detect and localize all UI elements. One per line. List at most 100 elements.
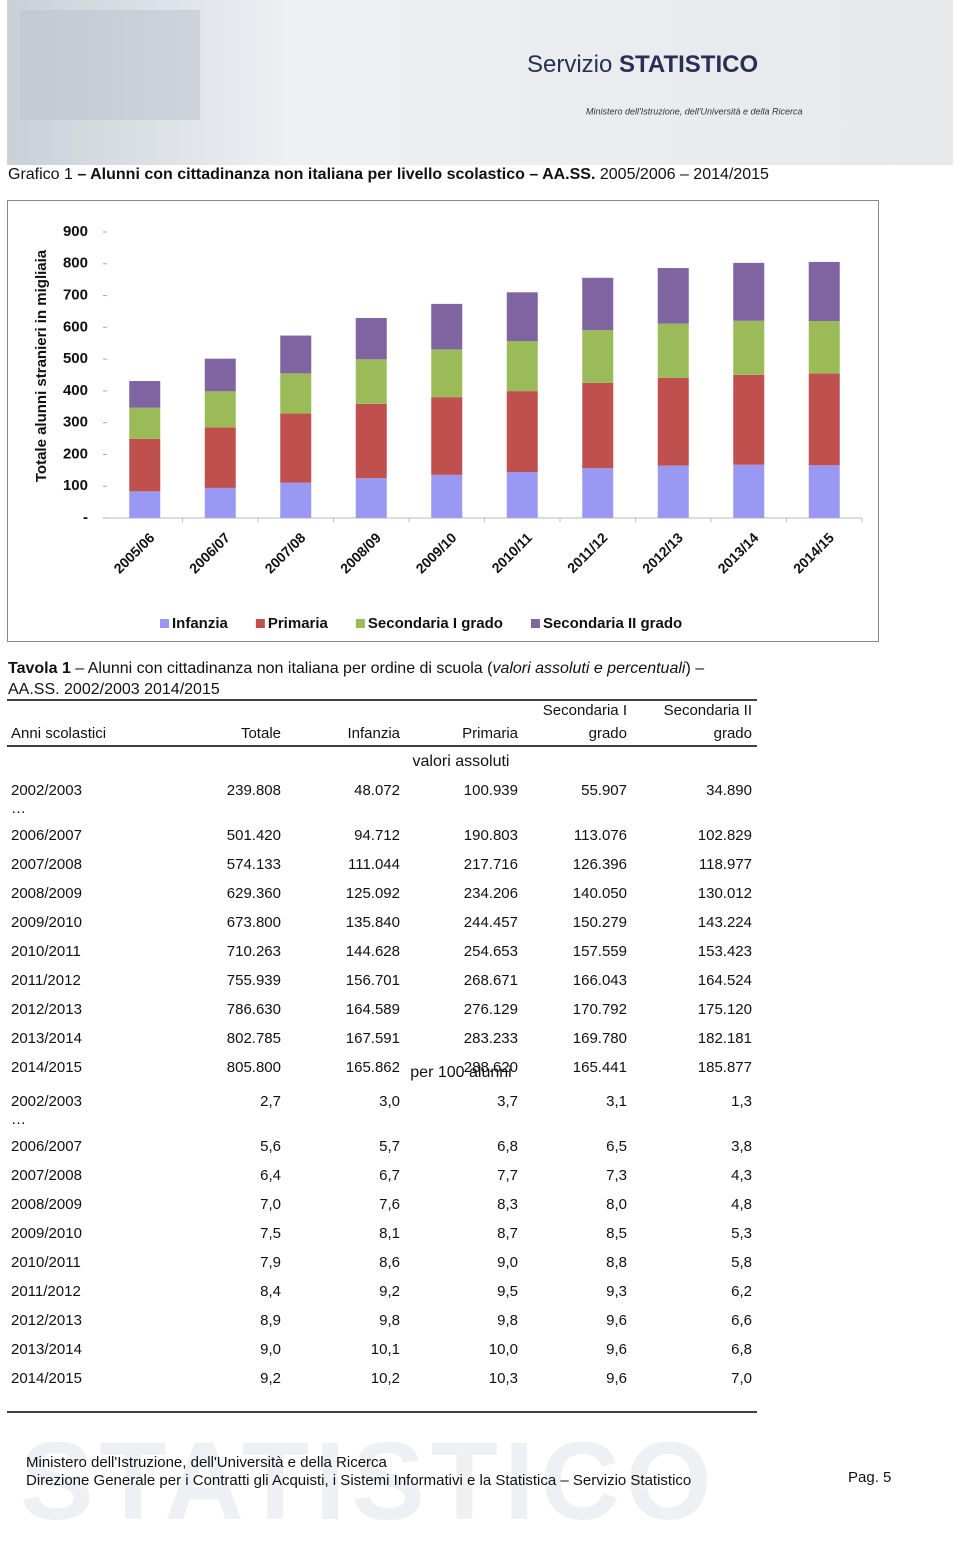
bar-segment: [204, 487, 236, 518]
bar-segment: [733, 320, 765, 375]
brand-left: Servizio: [527, 51, 612, 78]
table-cell: 4,3: [731, 1167, 752, 1184]
table-cell: 9,5: [497, 1283, 518, 1300]
bar-segment: [355, 403, 387, 479]
row-label: 2014/2015: [11, 1370, 82, 1387]
bar-segment: [355, 317, 387, 360]
y-tick-label: 200: [63, 445, 88, 462]
table-cell: 6,8: [497, 1138, 518, 1155]
table-cell: 9,3: [606, 1283, 627, 1300]
table-cell: 166.043: [573, 972, 627, 989]
table-cell: 710.263: [227, 943, 281, 960]
figure-period: 2005/2006 – 2014/2015: [600, 166, 769, 183]
table-cell: 165.862: [346, 1059, 400, 1076]
section-heading: per 100 alunni: [410, 1064, 511, 1081]
table-cell: 34.890: [706, 782, 752, 799]
table-cell: 6,2: [731, 1283, 752, 1300]
table-cell: 9,6: [606, 1341, 627, 1358]
table-cell: 4,8: [731, 1196, 752, 1213]
bar-segment: [808, 321, 840, 374]
table-cell: 276.129: [464, 1001, 518, 1018]
y-tick-label: -: [83, 509, 88, 526]
row-label: 2010/2011: [11, 1254, 81, 1271]
figure-label: Grafico 1: [8, 166, 73, 183]
table-cell: 5,6: [260, 1138, 281, 1155]
bar-segment: [280, 482, 312, 518]
table-title-text: – Alunni con cittadinanza non italiana p…: [71, 660, 493, 677]
table-cell: 6,7: [379, 1167, 400, 1184]
table-cell: 169.780: [573, 1030, 627, 1047]
y-tick-label: 700: [63, 287, 88, 304]
table-cell: 3,1: [606, 1093, 627, 1110]
table-cell: 190.803: [464, 827, 518, 844]
table-cell: 167.591: [346, 1030, 400, 1047]
bar-segment: [204, 391, 236, 428]
bar-segment: [280, 373, 312, 414]
table-cell: 156.701: [346, 972, 400, 989]
bar-segment: [129, 381, 161, 408]
bar-segment: [129, 438, 161, 492]
table-cell: 254.653: [464, 943, 518, 960]
bar-segment: [506, 292, 538, 342]
table-cell: 102.829: [698, 827, 752, 844]
table-cell: 143.224: [698, 914, 752, 931]
figure-caption: Grafico 1 – Alunni con cittadinanza non …: [8, 166, 769, 183]
table-cell: 8,1: [379, 1225, 400, 1242]
table-cell: 140.050: [573, 885, 627, 902]
table-cell: 10,1: [371, 1341, 400, 1358]
table-cell: 6,4: [260, 1167, 281, 1184]
bar-segment: [431, 397, 463, 475]
table-cell: 629.360: [227, 885, 281, 902]
table-cell: 8,9: [260, 1312, 281, 1329]
bar-segment: [431, 349, 463, 398]
row-label: 2008/2009: [11, 1196, 82, 1213]
y-tick-label: 800: [63, 255, 88, 272]
y-tick-label: 300: [63, 414, 88, 431]
table-title: Tavola 1 – Alunni con cittadinanza non i…: [8, 660, 704, 677]
ellipsis: …: [11, 800, 26, 817]
table-cell: 217.716: [464, 856, 518, 873]
legend-swatch: [355, 619, 365, 628]
row-label: 2012/2013: [11, 1001, 82, 1018]
table-title-line2: AA.SS. 2002/2003 2014/2015: [8, 681, 220, 698]
table-cell: Secondaria I: [543, 702, 627, 719]
table-cell: 94.712: [354, 827, 400, 844]
table-cell: 7,7: [497, 1167, 518, 1184]
table-cell: 7,3: [606, 1167, 627, 1184]
table-cell: 118.977: [699, 856, 752, 873]
legend-label: Secondaria II grado: [543, 615, 682, 632]
legend-swatch: [160, 619, 169, 628]
bar-segment: [733, 374, 765, 465]
table-cell: 144.628: [346, 943, 400, 960]
brand-right: STATISTICO: [619, 51, 758, 78]
table-cell: 48.072: [354, 782, 400, 799]
row-label: 2008/2009: [11, 885, 82, 902]
table-cell: 164.589: [346, 1001, 400, 1018]
row-label: 2007/2008: [11, 856, 82, 873]
bar-segment: [506, 472, 538, 518]
table-cell: 8,8: [606, 1254, 627, 1271]
table-cell: 8,3: [497, 1196, 518, 1213]
table-cell: Secondaria II: [664, 702, 752, 719]
table-cell: 164.524: [698, 972, 752, 989]
table-cell: 805.800: [227, 1059, 281, 1076]
footer-line2: Direzione Generale per i Contratti gli A…: [26, 1472, 691, 1489]
table-cell: 125.092: [346, 885, 400, 902]
table-title-italic: valori assoluti e percentuali: [492, 660, 685, 677]
table-cell: 9,8: [379, 1312, 400, 1329]
bar-segment: [506, 341, 538, 392]
table-cell: 9,0: [260, 1341, 281, 1358]
row-label: 2002/2003: [11, 1093, 82, 1110]
row-label: 2014/2015: [11, 1059, 82, 1076]
table-cell: 8,0: [606, 1196, 627, 1213]
y-axis-title: Totale alunni stranieri in migliaia: [33, 249, 50, 482]
table-cell: 10,2: [371, 1370, 400, 1387]
table-cell: 5,3: [731, 1225, 752, 1242]
table-cell: 755.939: [227, 972, 281, 989]
table-cell: Primaria: [462, 725, 518, 742]
table-cell: 182.181: [698, 1030, 752, 1047]
table-cell: 135.840: [346, 914, 400, 931]
table-cell: 150.279: [573, 914, 627, 931]
row-label: 2009/2010: [11, 1225, 82, 1242]
y-tick-label: 100: [63, 477, 88, 494]
